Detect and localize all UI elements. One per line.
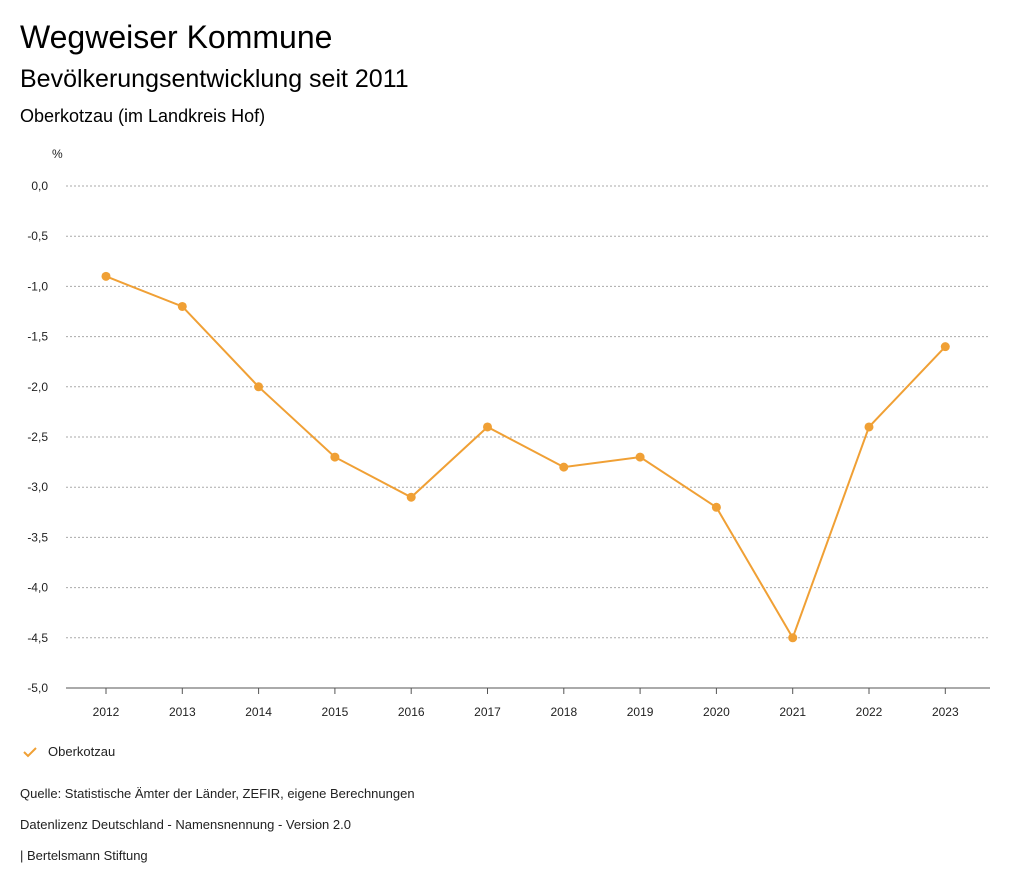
data-point[interactable]: [330, 452, 340, 462]
data-point[interactable]: [177, 301, 187, 311]
x-tick-label: 2020: [703, 705, 730, 719]
data-point[interactable]: [940, 342, 950, 352]
page-title: Wegweiser Kommune: [20, 19, 333, 55]
data-point[interactable]: [788, 633, 798, 643]
x-tick-label: 2022: [856, 705, 883, 719]
x-tick-label: 2023: [932, 705, 959, 719]
y-tick-label: -5,0: [27, 681, 48, 695]
data-point[interactable]: [864, 422, 874, 432]
grid-layer: [66, 185, 990, 689]
x-tick-label: 2017: [474, 705, 501, 719]
y-tick-label: -1,5: [27, 330, 48, 344]
axis-layer: 0,0 -0,5 -1,0 -1,5 -2,0 -2,5 -3,0 -3,5 -4,0 -4,5 -…: [27, 179, 959, 719]
publisher-note: | Bertelsmann Stiftung: [20, 848, 148, 863]
data-point[interactable]: [635, 452, 645, 462]
data-point[interactable]: [101, 271, 111, 281]
x-tick-label: 2016: [398, 705, 425, 719]
y-tick-label: -2,0: [27, 380, 48, 394]
chart-subtitle: Bevölkerungsentwicklung seit 2011: [20, 65, 409, 93]
source-note: Quelle: Statistische Ämter der Länder, Z…: [20, 786, 415, 801]
y-tick-label: -2,5: [27, 430, 48, 444]
data-point[interactable]: [483, 422, 492, 432]
data-point[interactable]: [254, 382, 264, 392]
check-icon: [23, 746, 37, 757]
x-tick-label: 2021: [779, 705, 806, 719]
y-tick-label: 0,0: [31, 179, 48, 193]
x-tick-label: 2012: [93, 705, 120, 719]
y-tick-label: -3,0: [27, 480, 48, 494]
y-axis-unit: %: [52, 147, 63, 161]
y-tick-label: -0,5: [27, 229, 48, 243]
x-tick-label: 2018: [550, 705, 577, 719]
line-chart: % 0,0 -0,5 -1,0 -1,5 -2,0 -2,5 -3,0 -3,5 -4,0 -4,…: [27, 147, 990, 719]
y-tick-label: -3,5: [27, 530, 48, 544]
legend[interactable]: Oberkotzau: [22, 744, 115, 759]
data-point[interactable]: [406, 492, 416, 502]
region-label: Oberkotzau (im Landkreis Hof): [20, 106, 266, 126]
legend-label: Oberkotzau: [48, 744, 116, 759]
series-layer: [101, 271, 950, 643]
x-tick-label: 2014: [245, 705, 272, 719]
data-point[interactable]: [711, 502, 721, 512]
series-line: [105, 275, 947, 641]
data-point[interactable]: [559, 462, 569, 472]
license-note: Datenlizenz Deutschland - Namensnennung …: [20, 817, 351, 832]
x-tick-label: 2019: [627, 705, 654, 719]
x-tick-label: 2015: [322, 705, 349, 719]
y-tick-label: -1,0: [27, 279, 48, 293]
y-tick-label: -4,5: [27, 631, 48, 645]
y-tick-label: -4,0: [27, 581, 48, 595]
x-tick-label: 2013: [169, 705, 196, 719]
